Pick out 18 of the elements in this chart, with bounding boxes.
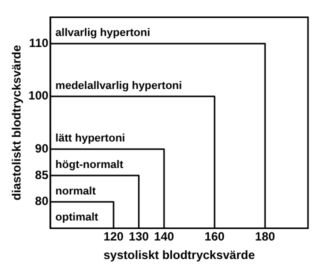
x-tick-label: 180 bbox=[255, 230, 276, 244]
x-tick-label: 130 bbox=[128, 230, 150, 244]
annotation: optimalt bbox=[55, 212, 99, 224]
annotation: medelallvarlig hypertoni bbox=[55, 80, 182, 92]
x-tick-label: 140 bbox=[154, 230, 174, 244]
y-axis-title: diastoliskt blodtrycksvärde bbox=[10, 44, 24, 200]
y-tick-label: 85 bbox=[35, 168, 49, 182]
x-tick-label: 120 bbox=[104, 230, 124, 244]
annotation: lätt hypertoni bbox=[55, 132, 126, 145]
y-tick-label: 100 bbox=[28, 88, 49, 103]
annotation: högt-normalt bbox=[55, 158, 124, 171]
y-tick-label: 110 bbox=[29, 36, 49, 50]
annotation: allvarlig hypertoni bbox=[55, 27, 150, 40]
y-tick-label: 90 bbox=[35, 141, 49, 156]
annotation: normalt bbox=[55, 185, 96, 198]
x-tick-label: 160 bbox=[204, 230, 225, 244]
x-axis-title: systoliskt blodtrycksvärde bbox=[104, 248, 256, 262]
y-tick-label: 80 bbox=[35, 194, 49, 208]
